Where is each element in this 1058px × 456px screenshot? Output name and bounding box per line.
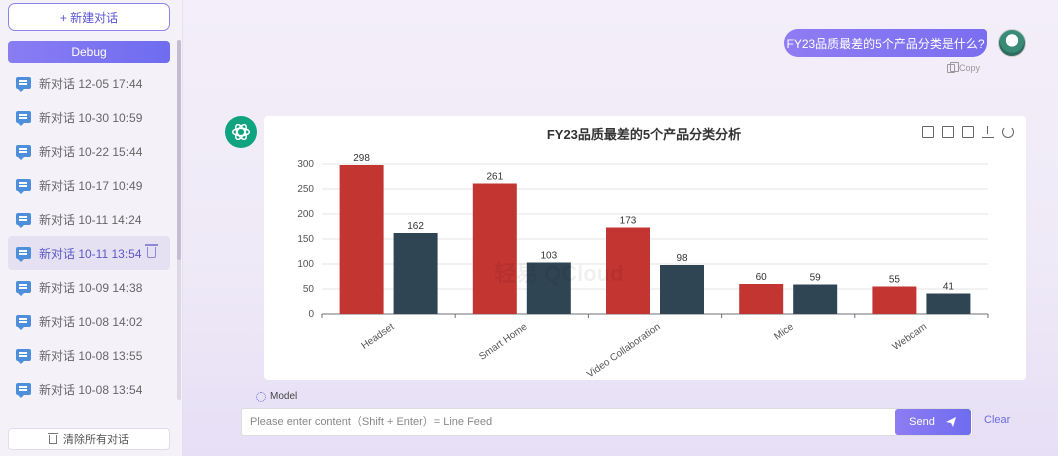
zoom-icon[interactable]	[922, 126, 934, 138]
data-label: 261	[486, 172, 503, 183]
conversation-label: 新对话 10-30 10:59	[39, 110, 143, 125]
chat-input[interactable]	[242, 409, 882, 435]
x-tick-label: Headset	[359, 321, 396, 352]
conversation-list: 新对话 12-05 17:44 新对话 10-30 10:59 新对话 10-22 …	[8, 66, 170, 406]
clear-all-label: 清除所有对话	[63, 434, 129, 446]
bar	[526, 262, 571, 314]
data-label: 103	[540, 251, 557, 262]
conversation-item[interactable]: 新对话 10-08 13:54	[8, 372, 170, 406]
y-tick-label: 100	[297, 259, 314, 270]
data-label: 55	[889, 275, 901, 286]
conversation-item[interactable]: 新对话 10-08 13:55	[8, 338, 170, 372]
conversation-label: 新对话 10-09 14:38	[39, 280, 143, 295]
chat-bubble-icon	[16, 77, 31, 92]
model-label: Model	[270, 391, 298, 402]
send-icon	[945, 417, 956, 427]
chart-toolbox	[922, 126, 1014, 138]
conversation-item[interactable]: 新对话 10-30 10:59	[8, 100, 170, 134]
watermark: 轻易 QCloud	[494, 261, 624, 286]
bar	[660, 265, 704, 314]
openai-logo-icon	[232, 123, 250, 141]
conversation-item[interactable]: 新对话 10-17 10:49	[8, 168, 170, 202]
user-message-bubble: FY23品质最差的5个产品分类是什么?	[784, 29, 987, 57]
conversation-item[interactable]: 新对话 10-11 13:54	[8, 236, 170, 270]
data-label: 41	[943, 282, 955, 293]
send-button[interactable]: Send	[895, 409, 971, 435]
conversation-label: 新对话 10-17 10:49	[39, 178, 143, 193]
clear-all-button[interactable]: 清除所有对话	[8, 428, 170, 450]
chat-input-box	[241, 408, 973, 436]
bar	[339, 165, 384, 314]
chat-bubble-icon	[16, 247, 31, 262]
bar	[872, 286, 917, 314]
data-label: 98	[676, 253, 688, 264]
conversation-item[interactable]: 新对话 10-22 15:44	[8, 134, 170, 168]
conversation-label: 新对话 10-08 13:54	[39, 382, 143, 397]
copy-button[interactable]: Copy	[947, 61, 981, 73]
y-tick-label: 250	[297, 184, 314, 195]
conversation-item[interactable]: 新对话 10-11 14:24	[8, 202, 170, 236]
chat-bubble-icon	[16, 145, 31, 160]
conversation-item[interactable]: 新对话 12-05 17:44	[8, 66, 170, 100]
conversation-item[interactable]: 新对话 10-09 14:38	[8, 270, 170, 304]
y-tick-label: 300	[297, 159, 314, 170]
assistant-avatar	[225, 116, 257, 148]
x-tick-label: Webcam	[891, 321, 929, 353]
data-label: 60	[756, 272, 768, 283]
y-tick-label: 0	[308, 309, 314, 320]
copy-icon	[947, 61, 959, 73]
chat-bubble-icon	[16, 281, 31, 296]
x-tick-label: Mice	[772, 321, 796, 342]
chart-title: FY23品质最差的5个产品分类分析	[546, 127, 742, 142]
data-label: 162	[407, 221, 424, 232]
bar	[472, 183, 517, 314]
debug-button[interactable]: Debug	[8, 41, 170, 63]
bar-chart: 0 50 100 150 200 250 300 298 162 Headset 261 103 Sma…	[297, 153, 989, 380]
model-icon	[256, 391, 266, 402]
y-tick-label: 200	[297, 209, 314, 220]
conversation-item[interactable]: 新对话 10-08 14:02	[8, 304, 170, 338]
conversation-label: 新对话 10-11 13:54	[39, 246, 142, 261]
bar	[393, 233, 438, 314]
new-chat-button[interactable]: + 新建对话	[8, 3, 170, 31]
conversation-label: 新对话 10-11 14:24	[39, 212, 142, 227]
chat-bubble-icon	[16, 383, 31, 398]
data-label: 298	[353, 153, 370, 164]
conversation-label: 新对话 10-22 15:44	[39, 144, 143, 159]
chat-bubble-icon	[16, 349, 31, 364]
x-tick-label: Smart Home	[477, 321, 530, 362]
chat-bubble-icon	[16, 111, 31, 126]
bar	[606, 227, 650, 314]
chart-card: FY23品质最差的5个产品分类分析 0 50 100 150 200 250 300 298 1…	[264, 116, 1026, 380]
delete-conversation-icon[interactable]	[145, 244, 158, 258]
data-label: 59	[810, 273, 822, 284]
data-view-icon[interactable]	[962, 126, 974, 138]
user-avatar	[998, 29, 1026, 57]
sidebar: + 新建对话 Debug 新对话 12-05 17:44 新对话 10-30 10…	[0, 0, 183, 456]
chat-bubble-icon	[16, 179, 31, 194]
sidebar-scrollbar-thumb[interactable]	[177, 40, 181, 260]
chat-bubble-icon	[16, 213, 31, 228]
x-tick-label: Video Collaboration	[585, 321, 663, 380]
send-label: Send	[909, 416, 935, 428]
bar	[739, 284, 784, 314]
copy-label: Copy	[959, 63, 981, 73]
data-label: 173	[620, 216, 637, 227]
chat-bubble-icon	[16, 315, 31, 330]
model-selector[interactable]: Model	[256, 391, 297, 402]
conversation-label: 新对话 12-05 17:44	[39, 76, 143, 91]
refresh-icon[interactable]	[1002, 126, 1014, 138]
trash-icon	[48, 432, 58, 444]
y-tick-label: 50	[303, 284, 315, 295]
conversation-label: 新对话 10-08 13:55	[39, 348, 143, 363]
bar	[793, 284, 838, 314]
bar	[926, 293, 971, 314]
download-icon[interactable]	[982, 126, 994, 138]
zoom-reset-icon[interactable]	[942, 126, 954, 138]
conversation-label: 新对话 10-08 14:02	[39, 314, 143, 329]
y-tick-label: 150	[297, 234, 314, 245]
clear-button[interactable]: Clear	[984, 414, 1011, 426]
